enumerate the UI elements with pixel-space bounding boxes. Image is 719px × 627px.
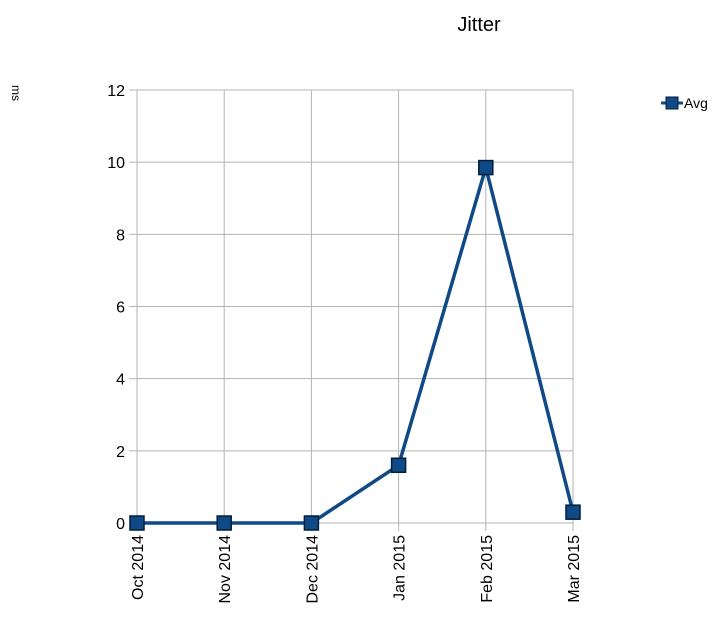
x-tick-label-2: Dec 2014 xyxy=(304,535,321,604)
x-tick-label-0: Oct 2014 xyxy=(130,535,147,600)
data-point-0-1 xyxy=(216,515,232,531)
legend-label-avg: Avg xyxy=(684,95,708,111)
legend-marker-avg xyxy=(665,96,679,110)
y-tick-label-3: 6 xyxy=(116,300,125,317)
legend: Avg xyxy=(661,95,708,111)
y-tick-label-0: 0 xyxy=(116,516,125,533)
x-tick-label-1: Nov 2014 xyxy=(217,535,234,604)
data-point-0-3 xyxy=(390,457,407,474)
series-avg xyxy=(129,159,581,531)
data-point-0-5 xyxy=(565,504,581,520)
y-tick-label-1: 2 xyxy=(116,444,125,461)
y-tick-label-4: 8 xyxy=(116,227,125,244)
x-tick-label-4: Feb 2015 xyxy=(479,535,496,603)
x-axis-ticks: Oct 2014 Nov 2014 Dec 2014 Jan 2015 Feb 2015… xyxy=(130,523,583,604)
y-tick-label-6: 12 xyxy=(107,83,125,100)
series-line-0 xyxy=(137,165,575,525)
y-axis-label: ms xyxy=(9,85,23,101)
y-tick-label-2: 4 xyxy=(116,372,125,389)
x-tick-label-3: Jan 2015 xyxy=(392,535,409,601)
y-tick-label-5: 10 xyxy=(107,155,125,172)
x-tick-label-5: Mar 2015 xyxy=(566,535,583,603)
chart-title: Jitter xyxy=(457,14,501,36)
y-axis-ticks: 0 2 4 6 8 10 12 xyxy=(107,83,137,533)
data-point-0-0 xyxy=(129,515,145,531)
gridlines xyxy=(137,89,573,524)
data-point-0-2 xyxy=(303,515,320,531)
data-point-0-4 xyxy=(478,159,494,176)
